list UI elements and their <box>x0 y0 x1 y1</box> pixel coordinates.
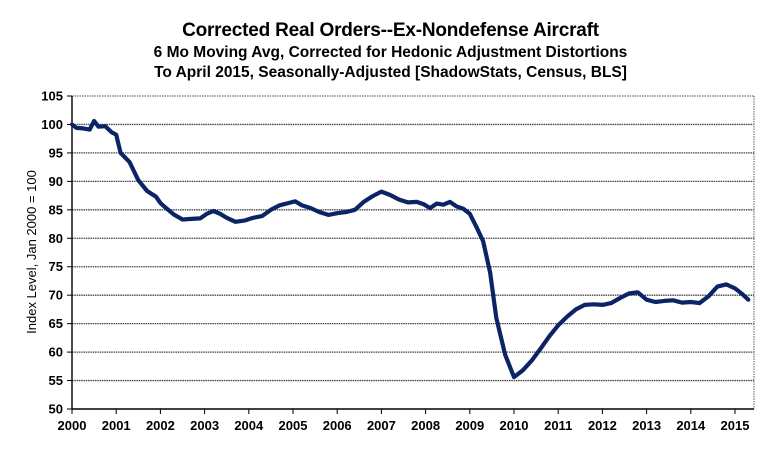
x-tick-label: 2008 <box>411 418 440 433</box>
x-tick-label: 2006 <box>323 418 352 433</box>
chart-subtitle-1: 6 Mo Moving Avg, Corrected for Hedonic A… <box>153 44 628 61</box>
y-tick-label: 100 <box>41 117 63 132</box>
x-tick-label: 2001 <box>102 418 131 433</box>
x-tick-label: 2002 <box>146 418 175 433</box>
y-tick-label: 60 <box>49 345 63 360</box>
series-line <box>69 118 751 380</box>
x-tick-label: 2000 <box>58 418 87 433</box>
x-tick-labels: 2000 2001 2002 2003 2004 2005 2006 2007 2008 2009… <box>58 418 750 433</box>
x-tick-label: 2010 <box>500 418 529 433</box>
series-group <box>69 118 751 380</box>
y-tick-label: 105 <box>41 89 63 104</box>
x-tick-label: 2009 <box>455 418 484 433</box>
x-tick-label: 2004 <box>234 418 264 433</box>
y-tick-label: 75 <box>49 259 63 274</box>
y-tick-label: 80 <box>49 231 63 246</box>
x-tick-label: 2003 <box>190 418 219 433</box>
x-tick-label: 2013 <box>632 418 661 433</box>
y-tick-label: 95 <box>49 145 63 160</box>
y-tick-label: 50 <box>49 402 63 417</box>
y-axis-title: Index Level, Jan 2000 = 100 <box>24 170 39 334</box>
axes <box>67 95 755 414</box>
y-tick-label: 70 <box>49 288 63 303</box>
x-tick-label: 2011 <box>544 418 572 433</box>
gridlines <box>72 123 754 382</box>
y-tick-label: 85 <box>49 202 63 217</box>
x-tick-label: 2005 <box>279 418 308 433</box>
y-tick-label: 90 <box>49 174 63 189</box>
x-tick-label: 2014 <box>676 418 706 433</box>
x-tick-label: 2015 <box>721 418 750 433</box>
x-tick-label: 2012 <box>588 418 617 433</box>
chart-subtitle-2: To April 2015, Seasonally-Adjusted [Shad… <box>154 64 627 81</box>
y-tick-labels: 50 55 60 65 70 75 80 85 90 95 100 105 <box>41 89 63 417</box>
x-tick-label: 2007 <box>367 418 396 433</box>
chart-title: Corrected Real Orders--Ex-Nondefense Air… <box>182 20 599 41</box>
y-tick-label: 65 <box>49 316 63 331</box>
y-tick-label: 55 <box>49 373 63 388</box>
